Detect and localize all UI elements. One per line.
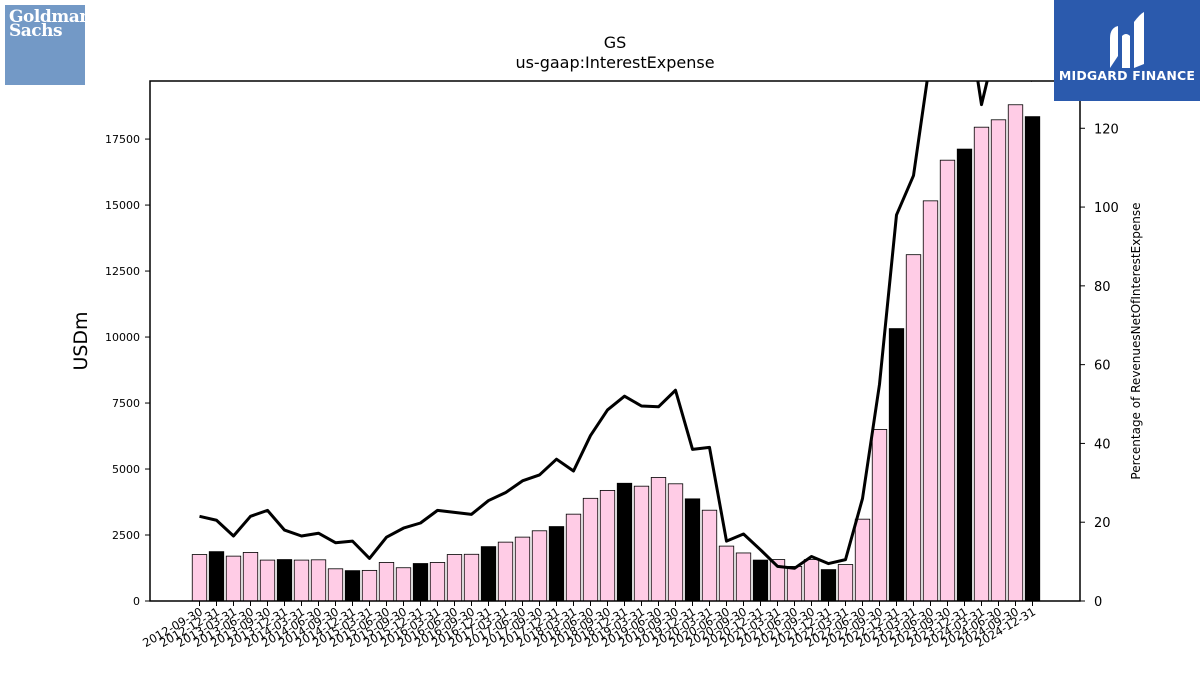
- chart-title: GS: [604, 33, 627, 52]
- y2-tick-label: 120: [1094, 122, 1119, 137]
- bar-2020-12-31: [752, 559, 769, 602]
- bar-2016-03-31: [429, 562, 446, 602]
- bar-2014-03-31: [293, 559, 310, 602]
- bar-2014-12-31: [344, 570, 361, 602]
- bar-2022-03-31: [837, 564, 854, 602]
- bar-2017-12-31: [548, 526, 565, 602]
- bar-2024-12-31: [1024, 116, 1041, 602]
- bar-2015-12-31: [412, 563, 429, 602]
- bar-2022-09-30: [871, 429, 888, 602]
- ratio-line: [199, 81, 1033, 570]
- bar-2020-03-31: [701, 509, 718, 602]
- plot-frame: [149, 80, 1081, 602]
- bar-2018-06-30: [582, 497, 599, 602]
- bar-2024-06-30: [990, 119, 1007, 602]
- bar-2012-12-31: [208, 551, 225, 602]
- y2-tick-label: 80: [1094, 280, 1111, 295]
- bar-2023-06-30: [922, 200, 939, 602]
- y-tick-label: 5000: [112, 463, 140, 476]
- bar-2013-03-31: [225, 555, 242, 602]
- y-tick-label: 7500: [112, 397, 140, 410]
- bar-2020-09-30: [735, 552, 752, 602]
- bar-2017-06-30: [514, 536, 531, 602]
- y2-axis-label: Percentage of RevenuesNetOfInterestExpen…: [1129, 202, 1143, 479]
- bar-2014-09-30: [327, 568, 344, 602]
- bar-2018-12-31: [616, 482, 633, 602]
- midgard-logo-mark: [1110, 12, 1144, 68]
- y2-tick-label: 40: [1094, 437, 1111, 452]
- gs-logo-line1: Goldman: [9, 7, 92, 27]
- bar-2022-06-30: [854, 518, 871, 602]
- bar-2015-03-31: [361, 569, 378, 602]
- y2-tick-label: 0: [1094, 595, 1102, 610]
- bar-2018-03-31: [565, 513, 582, 602]
- y-tick-label: 10000: [105, 331, 140, 344]
- bar-2019-09-30: [667, 483, 684, 602]
- bar-2018-09-30: [599, 489, 616, 602]
- bar-2019-06-30: [650, 477, 667, 602]
- bar-2013-09-30: [259, 559, 276, 602]
- bar-2021-09-30: [803, 559, 820, 602]
- bar-2021-12-31: [820, 569, 837, 602]
- y-tick-label: 2500: [112, 529, 140, 542]
- y-tick-label: 15000: [105, 199, 140, 212]
- bar-2019-03-31: [633, 485, 650, 602]
- bar-2023-09-30: [939, 159, 956, 602]
- bar-2016-12-31: [480, 546, 497, 602]
- bar-2019-12-31: [684, 498, 701, 602]
- y2-tick-label: 100: [1094, 201, 1119, 216]
- bar-2021-06-30: [786, 566, 803, 602]
- bar-2016-06-30: [446, 554, 463, 602]
- midgard-logo-text: MIDGARD FINANCE: [1058, 68, 1196, 83]
- y-tick-label: 17500: [105, 133, 140, 146]
- goldman-sachs-logo: Goldman Sachs: [5, 5, 92, 85]
- bar-2017-03-31: [497, 541, 514, 602]
- y-tick-label: 0: [133, 595, 140, 608]
- chart-subtitle: us-gaap:InterestExpense: [515, 53, 714, 72]
- bar-2013-06-30: [242, 552, 259, 602]
- bar-2024-09-30: [1007, 104, 1024, 602]
- bar-2017-09-30: [531, 530, 548, 602]
- bar-2012-09-30: [191, 554, 208, 602]
- y2-tick-label: 60: [1094, 359, 1111, 374]
- line-layer: [199, 81, 1033, 570]
- bar-2014-06-30: [310, 559, 327, 602]
- bar-2020-06-30: [718, 545, 735, 602]
- bar-2015-09-30: [395, 567, 412, 602]
- bar-2022-12-31: [888, 328, 905, 602]
- bar-2023-12-31: [956, 148, 973, 602]
- bars-layer: [191, 104, 1041, 602]
- y-tick-label: 12500: [105, 265, 140, 278]
- bar-2016-09-30: [463, 553, 480, 602]
- bar-2024-03-31: [973, 126, 990, 602]
- gs-logo-line2: Sachs: [9, 21, 63, 41]
- bar-2013-12-31: [276, 559, 293, 602]
- bar-2015-06-30: [378, 562, 395, 602]
- y-axis-label: USDm: [70, 311, 92, 370]
- y2-tick-label: 20: [1094, 516, 1111, 531]
- bar-2023-03-31: [905, 254, 922, 602]
- midgard-finance-logo: MIDGARD FINANCE: [1054, 0, 1200, 101]
